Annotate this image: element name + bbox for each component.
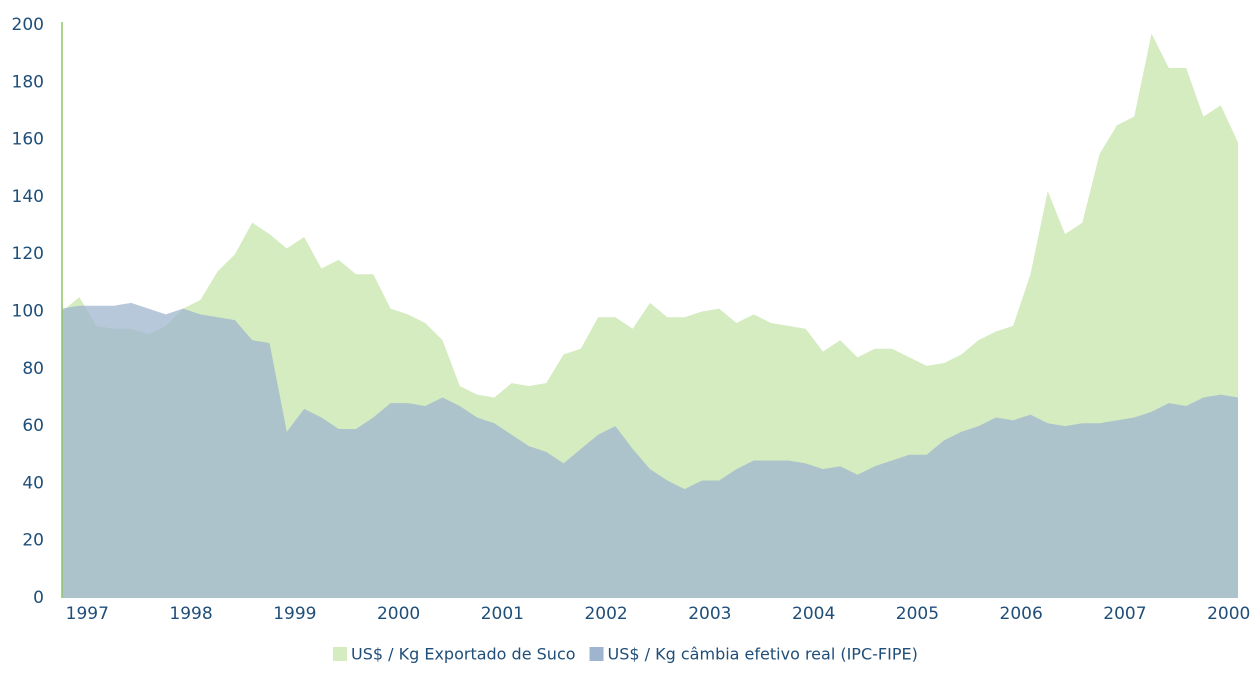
y-tick-label: 0 (33, 588, 44, 608)
x-tick-label: 2003 (688, 604, 731, 624)
x-tick-label: 2007 (1103, 604, 1146, 624)
y-tick-label: 120 (12, 244, 44, 264)
y-tick-label: 20 (22, 531, 44, 551)
x-tick-label: 2000 (1207, 604, 1250, 624)
x-tick-label: 2004 (792, 604, 835, 624)
legend-label: US$ / Kg Exportado de Suco (351, 645, 576, 664)
legend-swatch (333, 647, 347, 661)
x-tick-label: 1997 (66, 604, 109, 624)
y-tick-label: 80 (22, 359, 44, 379)
y-tick-label: 60 (22, 416, 44, 436)
x-tick-label: 2000 (377, 604, 420, 624)
legend-swatch (589, 647, 604, 661)
x-tick-label: 2002 (584, 604, 627, 624)
y-tick-label: 180 (12, 72, 44, 92)
y-tick-label: 140 (12, 187, 44, 207)
y-tick-label: 40 (22, 473, 44, 493)
y-tick-label: 200 (12, 15, 44, 35)
plot-area (62, 33, 1238, 599)
y-tick-label: 100 (12, 302, 44, 322)
x-tick-label: 2001 (481, 604, 524, 624)
x-tick-label: 2005 (896, 604, 939, 624)
legend-label: US$ / Kg câmbia efetivo real (IPC-FIPE) (608, 645, 918, 664)
area (62, 302, 1238, 598)
y-tick-label: 160 (12, 130, 44, 150)
legend: US$ / Kg Exportado de Suco US$ / Kg câmbi… (333, 645, 918, 664)
x-tick-label: 1999 (273, 604, 316, 624)
x-tick-label: 2006 (1000, 604, 1043, 624)
x-tick-label: 1998 (169, 604, 212, 624)
